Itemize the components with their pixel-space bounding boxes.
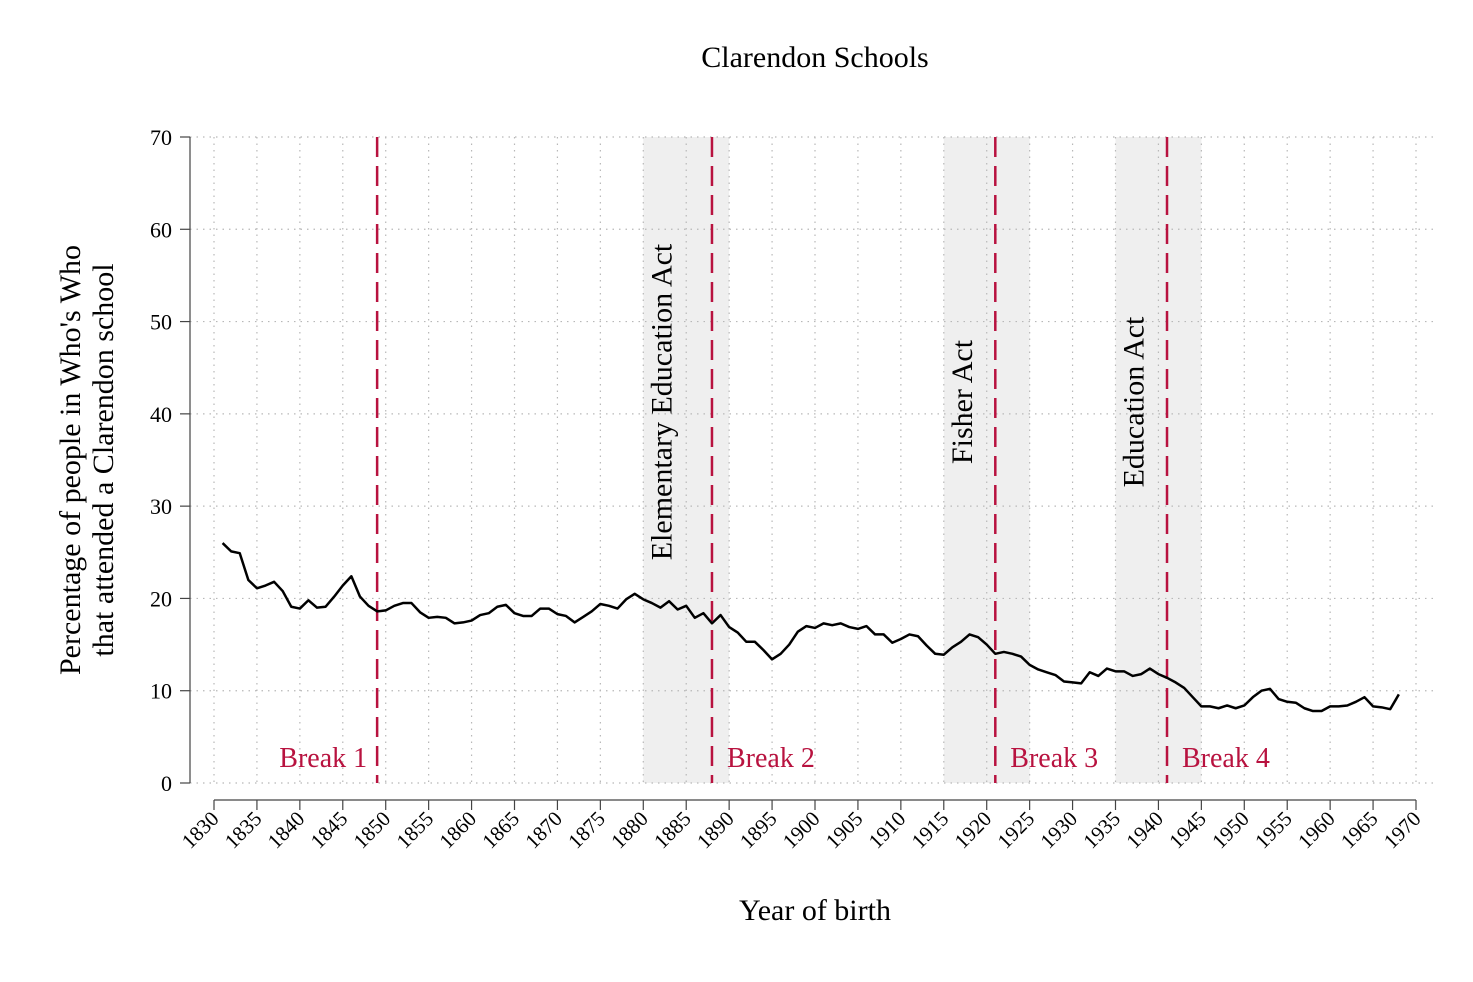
y-tick-label: 0 (161, 771, 172, 796)
shaded-region (643, 137, 730, 783)
y-tick-label: 20 (150, 586, 172, 611)
y-tick-label: 30 (150, 494, 172, 519)
y-tick-label: 10 (150, 679, 172, 704)
y-tick-label: 40 (150, 402, 172, 427)
y-axis-title: Percentage of people in Who's Who (54, 245, 87, 675)
region-label: Fisher Act (946, 339, 979, 464)
region-label: Education Act (1118, 316, 1151, 487)
data-line (221, 542, 1400, 713)
y-tick-label: 60 (150, 217, 172, 242)
break-label: Break 4 (1182, 743, 1270, 774)
region-label: Elementary Education Act (645, 243, 678, 560)
break-label: Break 2 (727, 743, 815, 774)
y-tick-label: 50 (150, 310, 172, 335)
shaded-region (943, 137, 1030, 783)
chart-title: Clarendon Schools (701, 41, 928, 74)
break-label: Break 1 (279, 743, 367, 774)
break-label: Break 3 (1010, 743, 1098, 774)
y-tick-label: 70 (150, 125, 172, 150)
x-axis-title: Year of birth (739, 894, 891, 927)
y-axis-title: that attended a Clarendon school (87, 263, 120, 656)
